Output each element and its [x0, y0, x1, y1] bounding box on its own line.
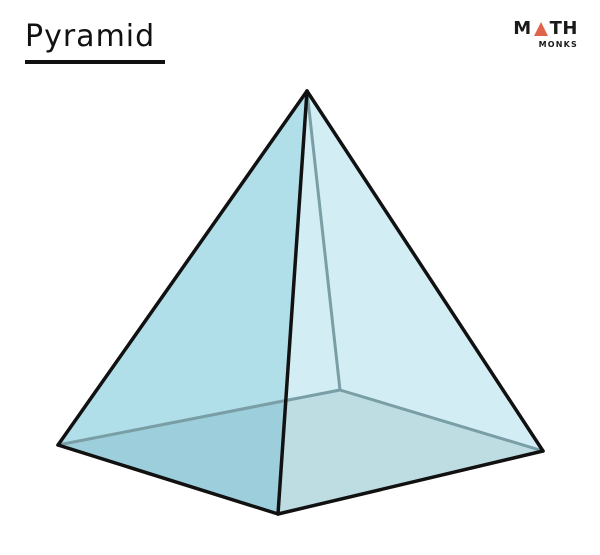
pyramid-front-shadow-right [278, 390, 543, 514]
title-underline [25, 60, 165, 64]
pyramid-hidden-edges [56, 89, 545, 453]
brand-logo: M TH MONKS [513, 18, 578, 50]
hidden-edge-apex-back [305, 89, 342, 392]
hidden-edge-back-left [56, 388, 342, 447]
edge-apex-right [305, 89, 545, 453]
edge-apex-front [276, 89, 309, 516]
title-block: Pyramid [25, 20, 165, 64]
hidden-edge-back-right [338, 388, 545, 453]
edge-base-front-right [276, 449, 545, 516]
edge-apex-left [56, 89, 309, 447]
pyramid-visible-edges [56, 89, 545, 516]
page-title: Pyramid [25, 19, 156, 54]
edge-base-front-left [56, 443, 280, 516]
logo-subtitle: MONKS [538, 40, 578, 49]
logo-triangle-icon [533, 22, 548, 36]
logo-letter-m: M [513, 18, 532, 39]
logo-wordmark: M TH [513, 18, 578, 39]
pyramid-front-shadow-left [58, 398, 288, 514]
logo-letters-th: TH [549, 18, 578, 39]
